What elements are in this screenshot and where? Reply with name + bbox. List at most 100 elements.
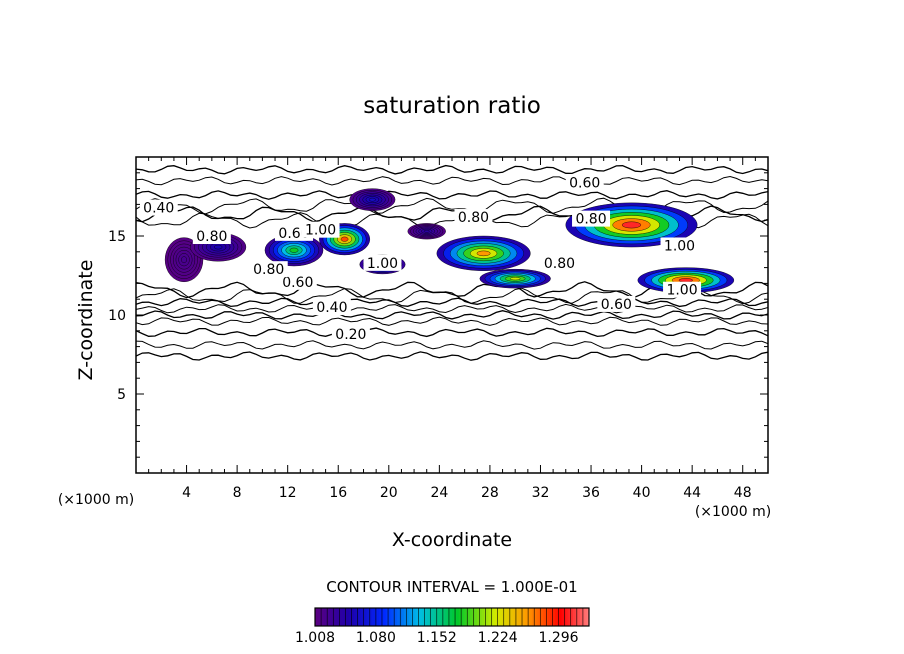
contour-label: 1.00	[367, 256, 398, 272]
contour-line	[136, 327, 768, 338]
contour-label: 0.60	[569, 175, 600, 191]
colorbar-cell	[415, 608, 419, 626]
colorbar-cell	[463, 608, 467, 626]
colorbar-cell	[543, 608, 547, 626]
colorbar-cell	[495, 608, 499, 626]
colorbar-cell	[397, 608, 400, 626]
colorbar-cell	[369, 608, 373, 626]
colorbar-cell	[470, 608, 473, 626]
contour-label-bg	[139, 199, 178, 216]
x-tick-label: 44	[683, 485, 701, 501]
colorbar-cell	[317, 608, 320, 626]
colorbar-cell	[554, 608, 558, 626]
colorbar-cell	[582, 608, 585, 626]
contour-label: 0.80	[458, 210, 489, 226]
colorbar-cell	[324, 608, 327, 626]
colorbar-cell	[458, 608, 462, 626]
x-tick-label: 24	[430, 485, 448, 501]
contour-line	[136, 287, 768, 305]
x-tick-label: 4	[182, 485, 191, 501]
colorbar-cell	[408, 608, 412, 626]
colorbar-cell	[390, 608, 394, 626]
colorbar-cell	[518, 608, 521, 626]
shade-level	[289, 247, 299, 253]
x-tick-label: 32	[532, 485, 550, 501]
contour-label: 0.60	[282, 275, 313, 291]
colorbar-cell	[527, 608, 531, 626]
colorbar-cell	[372, 608, 375, 626]
shade-level	[181, 256, 187, 264]
colorbar-frame	[314, 607, 590, 627]
shaded-region	[164, 237, 204, 283]
contour-label-bg	[301, 221, 340, 238]
contour-label: 0.40	[316, 300, 347, 316]
x-tick-label: 20	[380, 485, 398, 501]
colorbar-cell	[477, 608, 480, 626]
colorbar-tick-label: 1.296	[539, 630, 579, 646]
contour-label: 1.00	[666, 283, 697, 299]
contour-label-bg	[454, 209, 493, 226]
colorbar-cell	[486, 608, 489, 626]
colorbar-cell	[315, 608, 318, 626]
contour-label: 0.80	[196, 229, 227, 245]
colorbar-cell	[513, 608, 517, 626]
chart-title: saturation ratio	[363, 93, 541, 119]
colorbar-cell	[442, 608, 446, 626]
shade-level	[368, 197, 376, 202]
colorbar-cell	[360, 608, 364, 626]
colorbar-cell	[559, 608, 562, 626]
colorbar-tick-label: 1.224	[478, 630, 518, 646]
contour-label: 1.00	[664, 238, 695, 254]
colorbar-cell	[452, 608, 455, 626]
colorbar-cell	[561, 608, 565, 626]
colorbar-cell	[474, 608, 478, 626]
contour-label: 0.80	[253, 262, 284, 278]
contour-label: 0.20	[335, 327, 366, 343]
contour-line	[136, 303, 768, 314]
contour-labels: 0.200.400.400.600.600.600.600.800.80 0.80…	[139, 174, 702, 343]
colorbar-cell	[472, 608, 476, 626]
contour-line	[136, 340, 768, 350]
contour-label-bg	[331, 325, 370, 342]
colorbar-cell	[577, 608, 581, 626]
colorbar-cell	[545, 608, 549, 626]
shade-level	[678, 278, 693, 283]
y-tick-label: 5	[117, 387, 126, 403]
colorbar-cell	[493, 608, 496, 626]
colorbar-cell	[349, 608, 352, 626]
colorbar-cell	[335, 608, 339, 626]
colorbar-cell	[413, 608, 416, 626]
z-unit-label: (×1000 m)	[58, 492, 134, 508]
contour-label-bg	[572, 210, 611, 227]
colorbar-cell	[431, 608, 435, 626]
colorbar-cell	[353, 608, 357, 626]
colorbar-cell	[568, 608, 572, 626]
colorbar-cell	[506, 608, 510, 626]
contour-label-bg	[660, 237, 699, 254]
contour-label-bg	[312, 299, 351, 316]
contour-label: 0.60	[601, 297, 632, 313]
y-tick-label: 10	[108, 308, 126, 324]
colorbar-cell	[515, 608, 519, 626]
colorbar-cell	[328, 608, 332, 626]
contour-line	[136, 164, 768, 175]
colorbar-cell	[333, 608, 336, 626]
colorbar-cell	[404, 608, 407, 626]
x-tick-label: 12	[279, 485, 297, 501]
colorbar-cell	[436, 608, 439, 626]
colorbar-tick-label: 1.080	[356, 630, 396, 646]
shade-level	[340, 236, 349, 242]
colorbar-cell	[490, 608, 494, 626]
x-tick-label: 28	[481, 485, 499, 501]
contour-label-bg	[363, 254, 402, 271]
contour-label-bg	[597, 295, 636, 312]
colorbar-cell	[499, 608, 503, 626]
colorbar-cell	[388, 608, 391, 626]
colorbar-cell	[381, 608, 384, 626]
colorbar-cell	[378, 608, 382, 626]
contour-line	[136, 297, 768, 308]
colorbar-cell	[536, 608, 540, 626]
shaded-region	[264, 234, 324, 267]
colorbar-cell	[433, 608, 437, 626]
